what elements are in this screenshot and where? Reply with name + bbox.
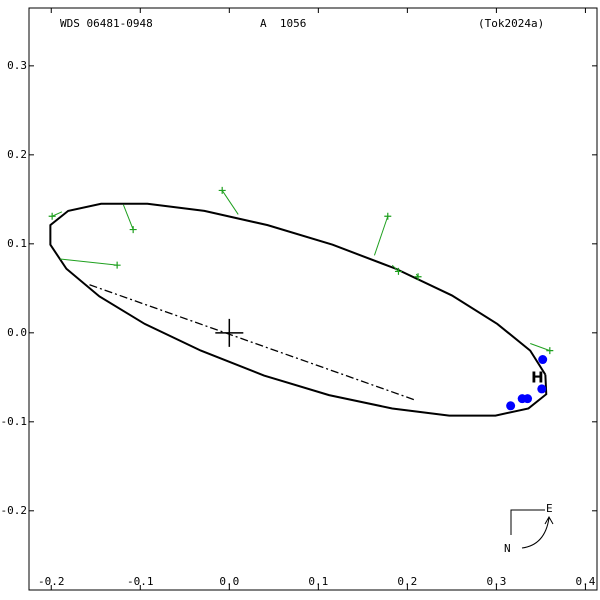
measure-point	[129, 226, 137, 234]
residual-line	[60, 258, 118, 266]
x-tick-label: 0.4	[575, 575, 595, 588]
compass-axes	[510, 509, 545, 535]
x-tick-label: -0.1	[127, 575, 154, 588]
residual-line	[530, 343, 550, 352]
compass-north: N	[504, 542, 511, 555]
residual-line	[391, 264, 399, 272]
x-tick-label: -0.2	[38, 575, 65, 588]
y-tick-label: -0.1	[1, 415, 28, 428]
reference: (Tok2024a)	[478, 17, 544, 30]
speckle-point	[538, 355, 548, 365]
measure-point	[384, 212, 392, 220]
speckle-point	[537, 384, 547, 394]
compass: E N	[504, 502, 554, 555]
primary-star	[215, 318, 244, 347]
measure-point	[218, 186, 226, 194]
y-tick-label: -0.2	[1, 504, 28, 517]
measure-point	[546, 347, 554, 355]
residual-line	[221, 190, 239, 215]
x-tick-label: 0.2	[397, 575, 417, 588]
plot-frame	[28, 7, 598, 591]
y-tick-label: 0.1	[7, 237, 27, 250]
x-tick-label: 0.1	[308, 575, 328, 588]
measure-point	[414, 273, 422, 281]
node-line	[89, 284, 417, 402]
compass-east: E	[546, 502, 553, 515]
speckle-point	[506, 401, 516, 411]
speckle-point	[523, 394, 533, 404]
hipparcos-marker: H	[531, 369, 544, 387]
residual-line	[373, 216, 389, 256]
x-tick-label: 0.0	[219, 575, 239, 588]
measure-point	[113, 261, 121, 269]
y-tick-label: 0.0	[7, 326, 27, 339]
residual-line	[51, 211, 63, 217]
compass-arrow	[521, 515, 554, 549]
measure-point	[394, 267, 402, 275]
chart-title: WDS 06481-0948	[60, 17, 153, 30]
x-tick-label: 0.3	[486, 575, 506, 588]
residual-line	[122, 204, 134, 230]
measure-point	[48, 212, 56, 220]
chart-subtitle: A 1056	[260, 17, 306, 30]
y-tick-label: 0.3	[7, 59, 27, 72]
y-tick-label: 0.2	[7, 148, 27, 161]
orbit-curve	[49, 202, 548, 417]
